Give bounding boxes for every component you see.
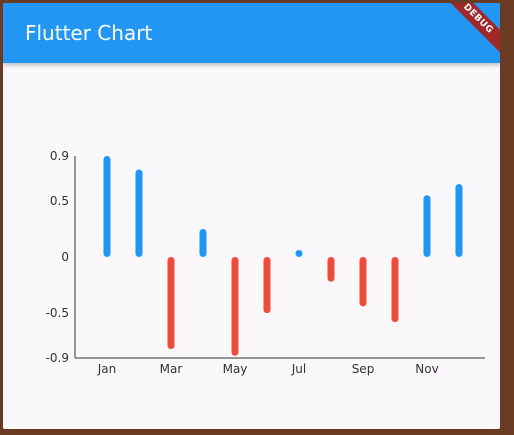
app-bar: Flutter Chart	[3, 3, 500, 63]
x-tick-label: Nov	[415, 362, 438, 376]
y-tick-label: -0.9	[46, 351, 69, 365]
bar-aug	[327, 257, 335, 282]
bar-jul	[295, 250, 303, 257]
y-tick-label: 0.9	[50, 149, 69, 163]
y-axis: 0.9 0.5 0 -0.5 -0.9	[46, 149, 76, 365]
bar-nov	[423, 195, 431, 257]
bar-mar	[167, 257, 175, 350]
bars	[103, 156, 463, 356]
y-tick-label: 0	[61, 250, 69, 264]
bar-jan	[103, 156, 111, 257]
x-tick-label: May	[223, 362, 248, 376]
bar-jun	[263, 257, 271, 314]
x-tick-label: Jan	[97, 362, 117, 376]
x-axis: Jan Mar May Jul Sep Nov	[75, 357, 485, 376]
bar-dec	[455, 184, 463, 257]
bar-sep	[359, 257, 367, 307]
app-window: Flutter Chart DEBUG 0.9 0.5 0 -0.5 -0.9 Jan M…	[3, 3, 500, 429]
x-tick-label: Mar	[160, 362, 183, 376]
y-tick-label: 0.5	[50, 194, 69, 208]
x-tick-label: Jul	[291, 362, 306, 376]
bar-may	[231, 257, 239, 356]
bar-apr	[199, 228, 207, 257]
bar-chart: 0.9 0.5 0 -0.5 -0.9 Jan Mar May Jul Sep Nov	[46, 149, 485, 376]
bar-oct	[391, 257, 399, 323]
bar-feb	[135, 169, 143, 257]
x-tick-label: Sep	[352, 362, 375, 376]
app-title: Flutter Chart	[25, 21, 153, 45]
y-tick-label: -0.5	[46, 306, 69, 320]
